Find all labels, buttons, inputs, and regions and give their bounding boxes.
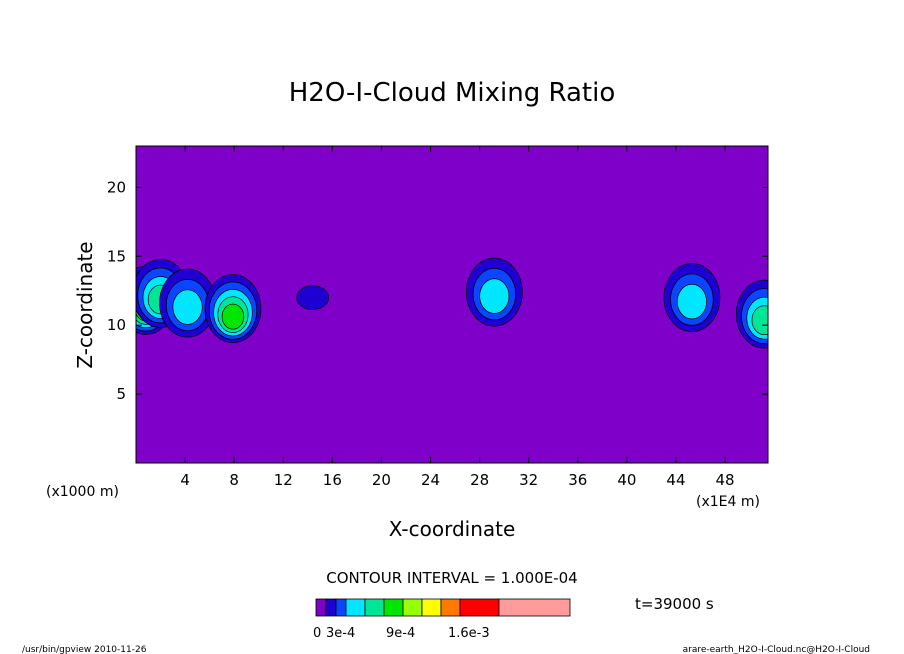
colorbar (315, 598, 571, 617)
contour-cell-4-level-1 (296, 285, 330, 310)
colorbar-label-0: 0 (313, 626, 321, 641)
contour-cell-2-level-3 (172, 289, 203, 325)
y-axis-label: Z-coordinate (73, 241, 97, 368)
colorbar-swatch (421, 598, 442, 617)
x-tick-label: 12 (274, 471, 293, 489)
colorbar-swatch (459, 598, 500, 617)
colorbar-swatch (335, 598, 347, 617)
x-unit-left: (x1000 m) (46, 484, 119, 500)
contour-cells (136, 257, 768, 349)
x-tick-label: 16 (323, 471, 342, 489)
x-tick-label: 48 (716, 471, 735, 489)
colorbar-label-1: 3e-4 (326, 626, 355, 641)
footer-left: /usr/bin/gpview 2010-11-26 (22, 645, 147, 654)
colorbar-swatch (498, 598, 571, 617)
colorbar-label-3: 1.6e-3 (448, 626, 490, 641)
y-tick-label: 10 (107, 316, 126, 334)
x-axis-ticks: 4 8 12 16 20 24 28 32 36 40 44 48 (180, 146, 735, 489)
x-unit-right: (x1E4 m) (696, 494, 760, 510)
colorbar-swatch (440, 598, 461, 617)
colorbar-swatch (402, 598, 423, 617)
contour-cell-7-level-4 (751, 305, 768, 335)
time-label: t=39000 s (635, 595, 714, 613)
x-tick-label: 44 (666, 471, 685, 489)
x-tick-label: 8 (229, 471, 239, 489)
x-tick-label: 32 (519, 471, 538, 489)
x-tick-label: 24 (421, 471, 440, 489)
footer-right: arare-earth_H2O-I-Cloud.nc@H2O-I-Cloud (683, 645, 870, 654)
x-tick-label: 20 (372, 471, 391, 489)
x-tick-label: 36 (568, 471, 587, 489)
colorbar-swatch (315, 598, 327, 617)
x-tick-label: 28 (470, 471, 489, 489)
y-tick-label: 15 (107, 247, 126, 265)
colorbar-swatch (383, 598, 404, 617)
y-tick-label: 5 (116, 385, 126, 403)
contour-cell-5-level-3 (479, 278, 510, 314)
contour-cell-3-level-5 (221, 303, 245, 330)
x-tick-label: 40 (617, 471, 636, 489)
y-axis-ticks: 5 10 15 20 (107, 178, 768, 403)
colorbar-swatch (325, 598, 337, 617)
contour-interval: CONTOUR INTERVAL = 1.000E-04 (326, 569, 577, 587)
contour-cell-6-level-3 (676, 283, 707, 320)
colorbar-swatch (345, 598, 366, 617)
x-axis-label: X-coordinate (389, 517, 516, 541)
chart-title: H2O-I-Cloud Mixing Ratio (289, 78, 616, 108)
colorbar-label-2: 9e-4 (386, 626, 415, 641)
x-tick-label: 4 (180, 471, 190, 489)
colorbar-swatch (364, 598, 385, 617)
plot-frame (135, 145, 769, 464)
y-tick-label: 20 (107, 178, 126, 196)
